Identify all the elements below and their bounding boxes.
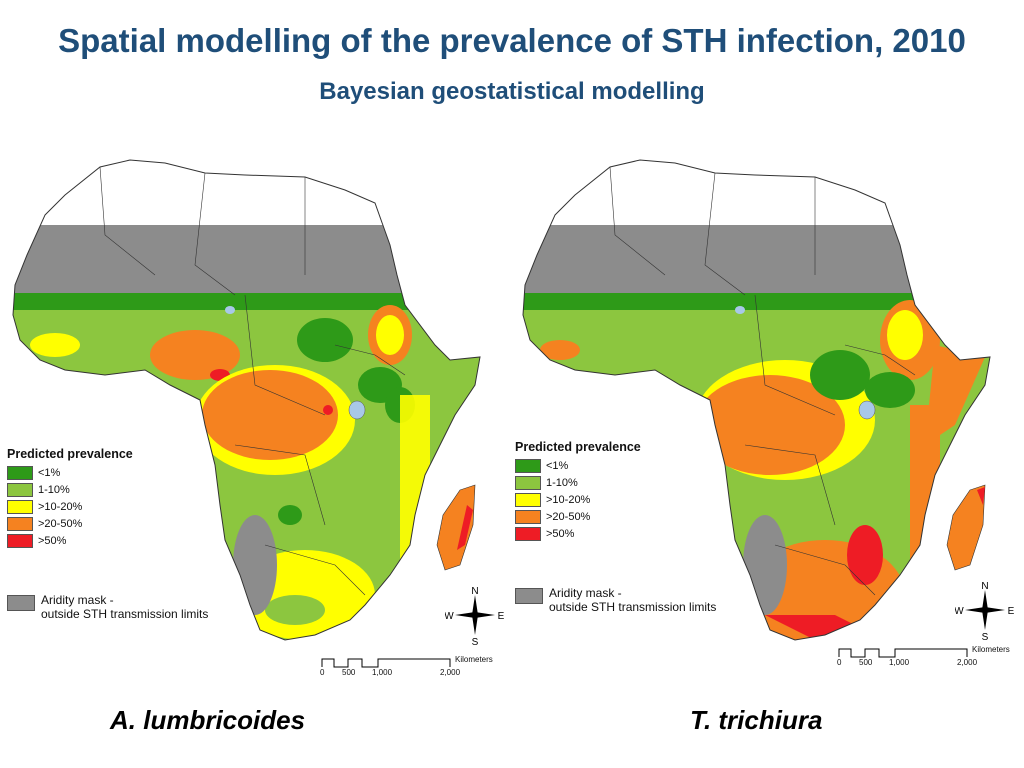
scale-tick-0: 0	[837, 658, 842, 667]
legend-label: >10-20%	[546, 493, 591, 506]
legend-swatch	[7, 465, 33, 480]
svg-text:S: S	[472, 637, 479, 645]
svg-text:N: N	[981, 581, 988, 592]
legend-swatch	[515, 526, 541, 541]
africa-map-t-trichiura	[522, 159, 991, 641]
svg-text:E: E	[498, 611, 505, 622]
svg-text:E: E	[1008, 606, 1015, 617]
legend-mask: Aridity mask - outside STH transmission …	[7, 593, 208, 621]
legend-label: 1-10%	[38, 483, 70, 496]
legend-item: >10-20%	[7, 498, 208, 515]
legend-title: Predicted prevalence	[515, 440, 641, 454]
legend-title: Predicted prevalence	[7, 447, 133, 461]
legend-items: <1% 1-10% >10-20% >20-50% >50%	[7, 464, 208, 549]
page-title: Spatial modelling of the prevalence of S…	[58, 22, 966, 59]
scale-tick-2000: 2,000	[440, 668, 461, 677]
legend-item: >50%	[515, 525, 716, 542]
compass-icon: N S W E	[445, 586, 505, 645]
legend-item: 1-10%	[7, 481, 208, 498]
legend-mask: Aridity mask - outside STH transmission …	[515, 586, 716, 614]
scale-tick-0: 0	[320, 668, 325, 677]
africa-map-a-lumbricoides	[12, 159, 481, 641]
svg-text:N: N	[471, 586, 478, 597]
svg-text:W: W	[445, 611, 454, 622]
legend-item: 1-10%	[515, 474, 716, 491]
legend-swatch	[7, 499, 33, 514]
legend-label: >20-50%	[38, 517, 83, 530]
legend-label: <1%	[546, 459, 569, 472]
legend-item: <1%	[515, 457, 716, 474]
legend-swatch	[7, 533, 33, 548]
mask-swatch	[7, 595, 35, 611]
svg-text:W: W	[955, 606, 964, 617]
legend-swatch	[515, 475, 541, 490]
legend-label: 1-10%	[546, 476, 578, 489]
legend-t-trichiura: Predicted prevalence <1% 1-10% >10-20% >20-…	[515, 440, 716, 614]
scale-bar-graphic	[321, 658, 451, 668]
scale-unit: Kilometers	[972, 645, 1010, 654]
species-label-a-lumbricoides: A. lumbricoides	[110, 705, 306, 735]
map-panel-t-trichiura: Predicted prevalence <1% 1-10% >10-20% >20-…	[515, 145, 1015, 685]
scale-tick-2000: 2,000	[957, 658, 978, 667]
legend-swatch	[7, 482, 33, 497]
legend-label: >20-50%	[546, 510, 591, 523]
legend-swatch	[515, 458, 541, 473]
legend-item: >50%	[7, 532, 208, 549]
legend-label: <1%	[38, 466, 61, 479]
page-subtitle: Bayesian geostatistical modelling	[319, 78, 705, 105]
scale-unit: Kilometers	[455, 655, 493, 664]
mask-label: Aridity mask - outside STH transmission …	[41, 593, 209, 621]
species-label-t-trichiura: T. trichiura	[690, 705, 823, 735]
legend-items: <1% 1-10% >10-20% >20-50% >50%	[515, 457, 716, 542]
legend-item: >10-20%	[515, 491, 716, 508]
legend-swatch	[515, 492, 541, 507]
scale-tick-1000: 1,000	[889, 658, 910, 667]
scale-tick-500: 500	[859, 658, 873, 667]
legend-label: >10-20%	[38, 500, 83, 513]
svg-text:S: S	[982, 632, 989, 640]
legend-item: >20-50%	[7, 515, 208, 532]
scale-bar-graphic	[838, 648, 968, 658]
legend-a-lumbricoides: Predicted prevalence <1% 1-10% >10-20% >20-…	[7, 447, 208, 621]
legend-swatch	[7, 516, 33, 531]
scale-tick-1000: 1,000	[372, 668, 393, 677]
legend-swatch	[515, 509, 541, 524]
scale-tick-500: 500	[342, 668, 356, 677]
mask-label: Aridity mask - outside STH transmission …	[549, 586, 717, 614]
map-panel-a-lumbricoides: Predicted prevalence <1% 1-10% >10-20% >20-…	[5, 145, 505, 685]
legend-label: >50%	[38, 534, 67, 547]
legend-item: <1%	[7, 464, 208, 481]
mask-swatch	[515, 588, 543, 604]
compass-icon: N S W E	[955, 581, 1015, 640]
legend-label: >50%	[546, 527, 575, 540]
legend-item: >20-50%	[515, 508, 716, 525]
